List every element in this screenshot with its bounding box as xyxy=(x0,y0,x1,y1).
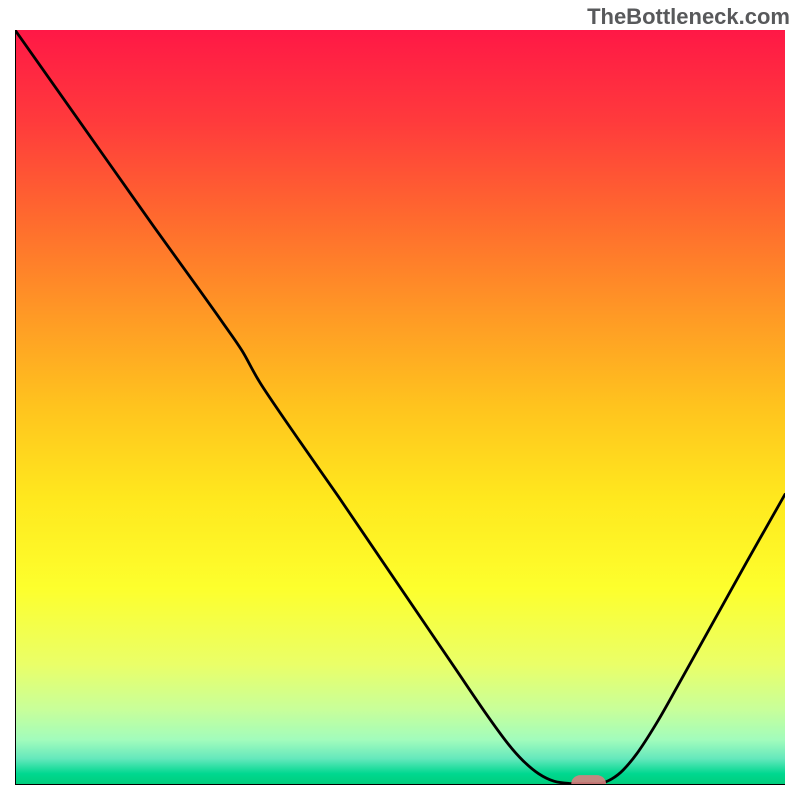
chart-plot xyxy=(15,30,785,785)
optimal-point-marker xyxy=(571,775,606,785)
watermark-text: TheBottleneck.com xyxy=(587,4,790,30)
gradient-background xyxy=(15,30,785,785)
